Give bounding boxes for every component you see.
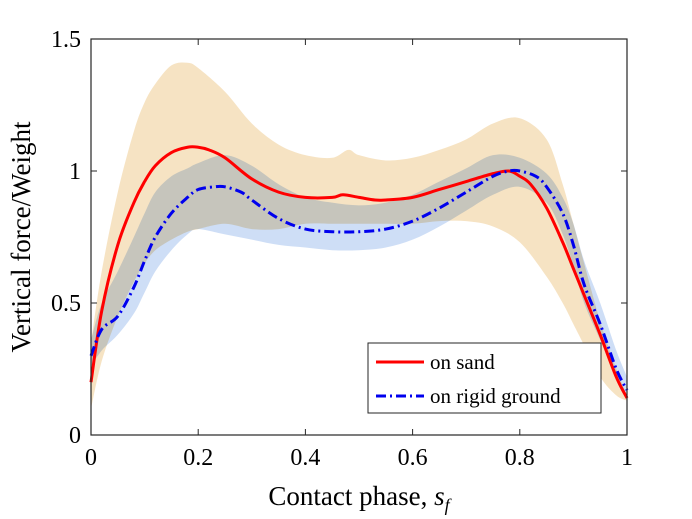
y-tick-label: 1.5	[51, 27, 81, 53]
x-tick-label: 0	[85, 445, 97, 471]
x-tick-label: 0.2	[183, 445, 213, 471]
line-on-sand	[89, 145, 629, 399]
legend-label-on-sand: on sand	[430, 350, 495, 374]
x-tick-label: 0.6	[398, 445, 428, 471]
legend: on sand on rigid ground	[367, 342, 602, 414]
y-tick-label: 0	[69, 423, 81, 449]
y-tick-label: 0.5	[51, 291, 81, 317]
band-on-sand-range	[91, 62, 627, 409]
x-axis-label-symbol: s	[434, 481, 445, 511]
line-on-rigid-ground	[89, 168, 629, 391]
legend-label-on-rigid-ground: on rigid ground	[430, 384, 561, 408]
y-tick-label: 1	[69, 159, 81, 185]
band-on-rigid-ground-range	[91, 154, 627, 396]
x-tick-label: 0.4	[290, 445, 320, 471]
x-axis-label-subscript: f	[445, 495, 453, 515]
x-axis-label-text: Contact phase,	[268, 481, 427, 511]
axes-box	[90, 38, 628, 436]
x-tick-label: 1	[621, 445, 633, 471]
y-axis-label: Vertical force/Weight	[6, 121, 36, 352]
x-tick-label: 0.8	[505, 445, 535, 471]
y-axis-ticks: 0 0.5 1 1.5	[51, 27, 627, 449]
x-axis-ticks: 0 0.2 0.4 0.6 0.8 1	[85, 39, 633, 471]
legend-box	[367, 342, 602, 414]
x-axis-label: Contact phase, sf	[268, 481, 452, 515]
